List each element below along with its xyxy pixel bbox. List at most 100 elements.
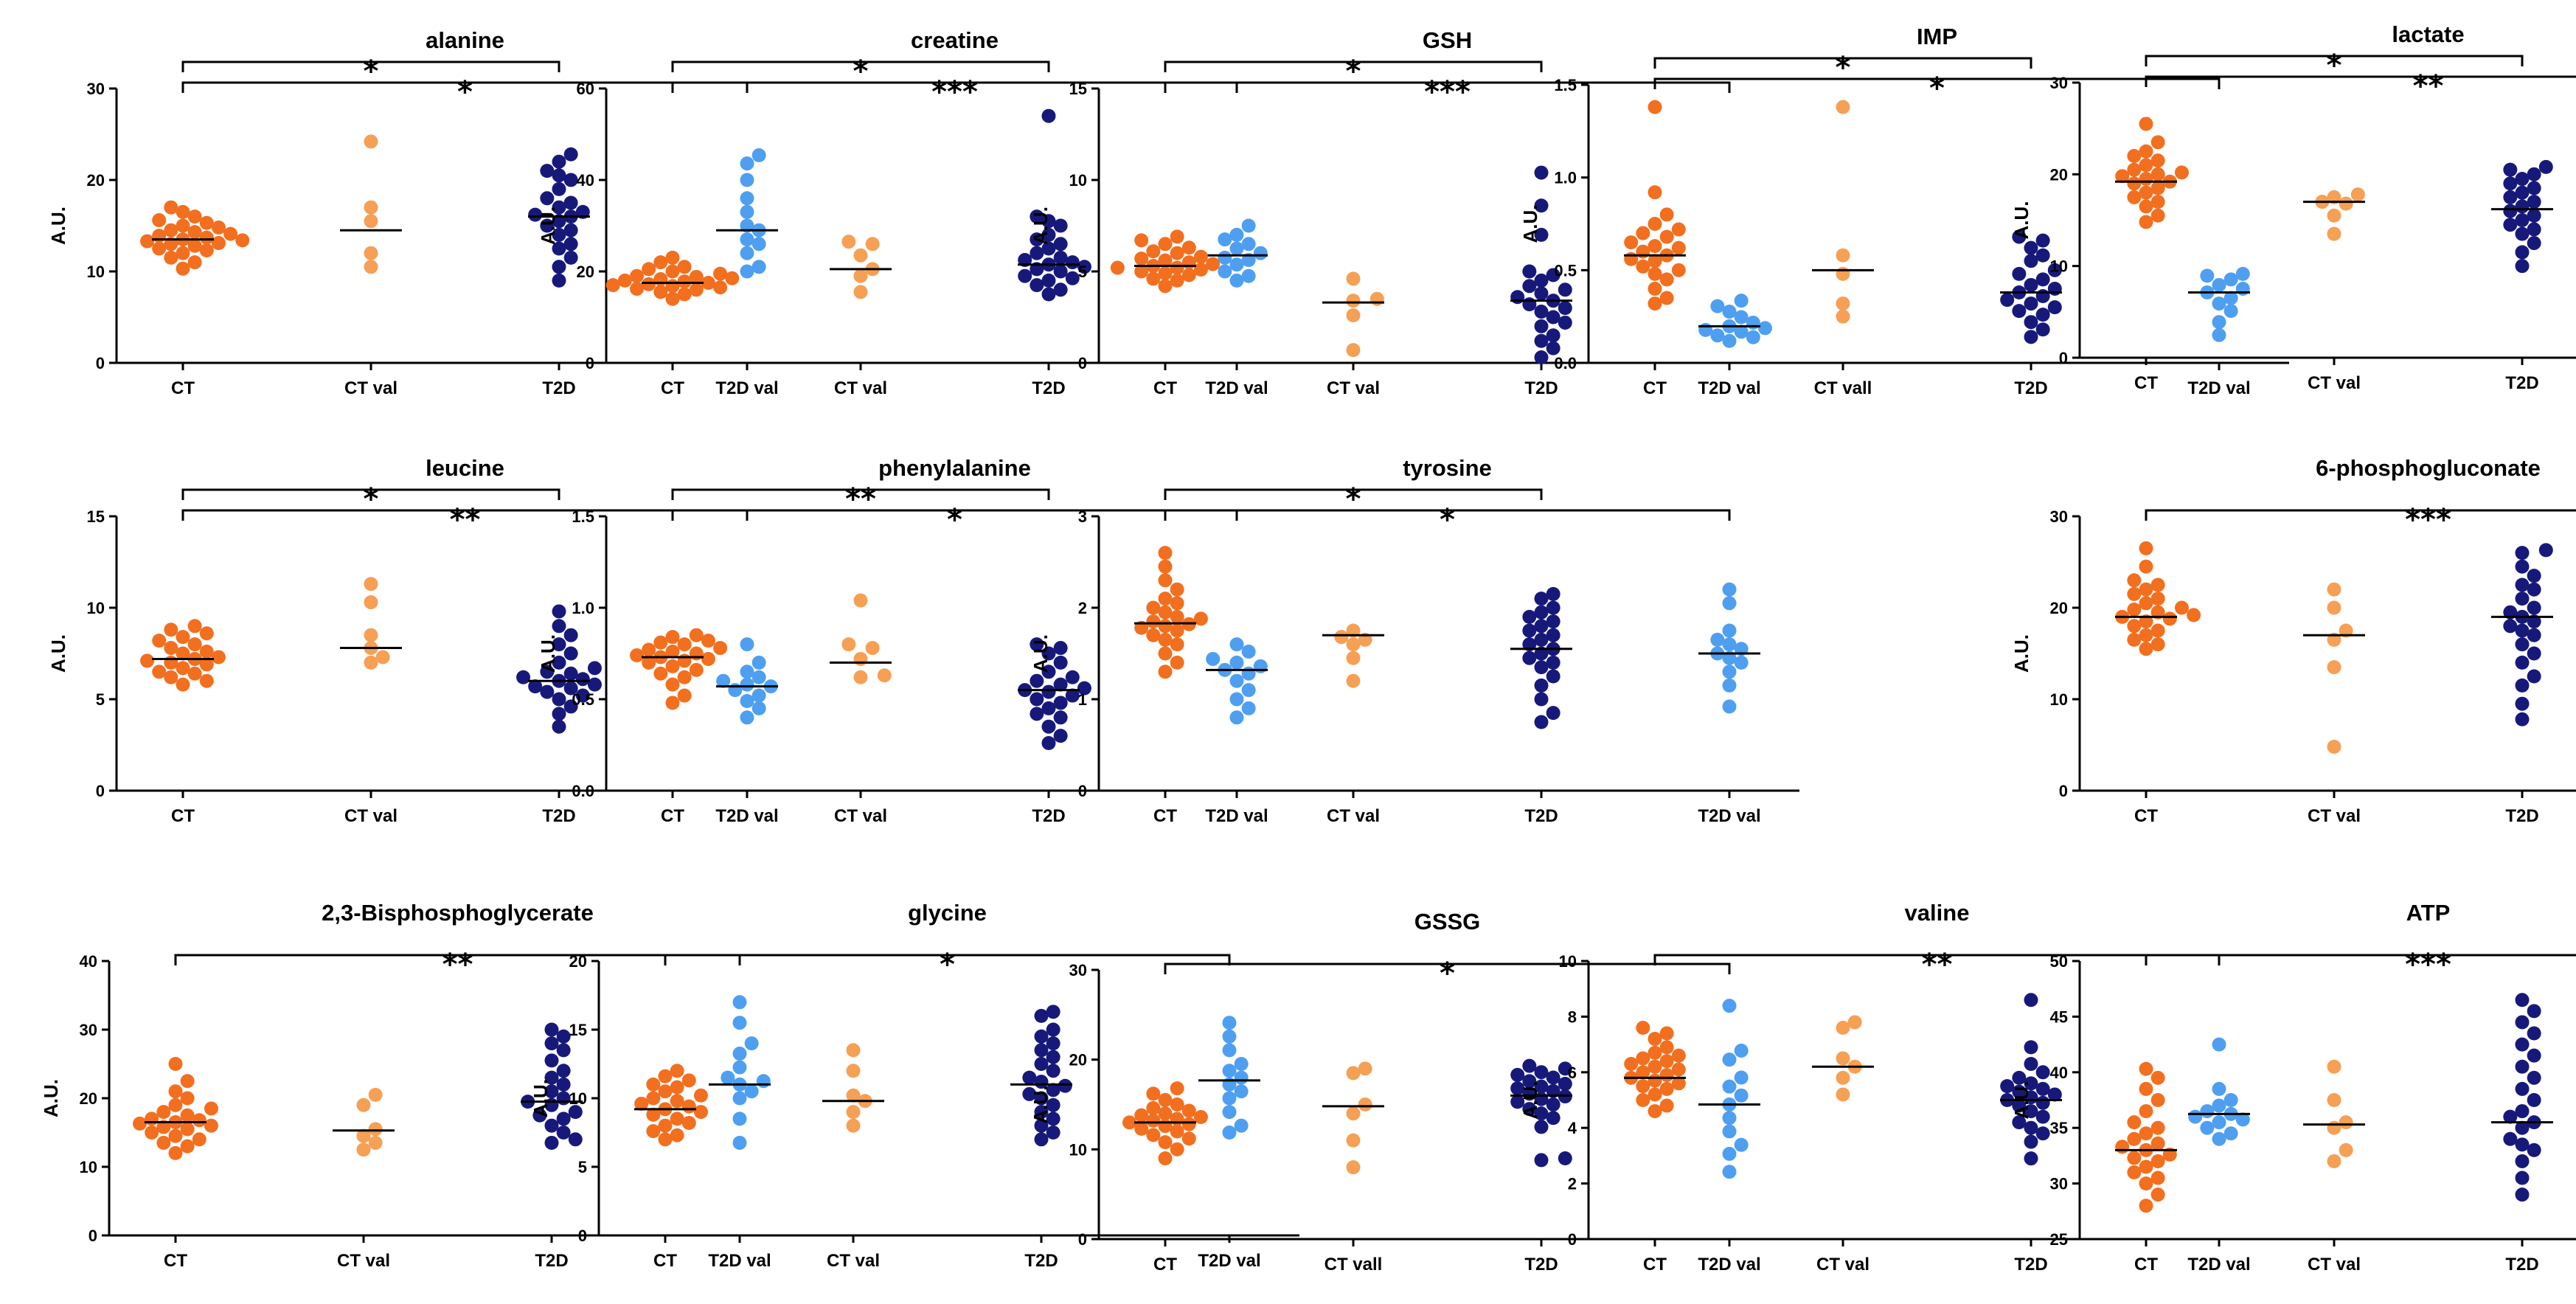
data-point-t2d-val [1722,699,1737,714]
data-point-ct [1158,266,1173,280]
data-point-t2d-val [2200,1120,2215,1135]
data-point-ct [1170,1111,1184,1126]
x-tick-label: T2D [2505,373,2538,393]
data-point-ct [1170,1142,1184,1156]
data-point-ct [1659,1081,1674,1096]
data-point-t2d [2527,222,2541,237]
data-point-t2d-val [740,246,754,260]
data-point-ct [2150,637,2165,652]
y-tick-label: 8 [1568,1008,1577,1026]
data-point-t2d-val [1722,1111,1737,1126]
significance-bracket [1653,57,2032,69]
data-point-t2d [2515,993,2530,1008]
y-tick-label: 0 [1078,782,1087,800]
x-tick-label: CT [164,1251,187,1271]
x-tick-label: CT [1643,1255,1667,1274]
data-point-t2d [1053,677,1068,692]
data-point-t2d [2515,1171,2530,1185]
y-tick-label: 0 [88,1227,97,1245]
data-point-t2d-val [1734,655,1749,670]
data-point-ct [653,272,668,287]
data-point-t2d [2515,546,2530,561]
data-point-t2d-val [2200,268,2215,283]
data-point-ct-val [853,285,868,299]
data-point-t2d [1546,669,1560,684]
data-point-t2d [1065,670,1080,684]
data-point-ct [1146,628,1161,642]
data-point-ct-val [846,1088,861,1103]
panel-6-phosphogluconate: 6-phosphogluconate A.U. 0 10 20 30 CT CT val T2D… [2010,455,2576,826]
data-point-t2d [1041,273,1056,288]
data-point-ct [670,1080,684,1095]
data-point-t2d [1558,315,1572,330]
data-point-t2d-val [740,693,754,708]
data-point-ct [617,273,632,288]
data-point-t2d [2024,254,2038,268]
data-point-t2d [2024,1104,2038,1119]
significance-bracket [1164,963,1731,974]
data-point-t2d [1034,1105,1049,1120]
data-point-ct [1181,1117,1196,1131]
data-point-t2d [587,661,602,676]
panel-title: 6-phosphogluconate [2316,455,2541,481]
data-point-ct [187,255,202,270]
data-point-t2d [1534,592,1549,606]
significance-label: ** [442,948,473,982]
panel-alanine: alanine A.U. 0 10 20 30 CT CT val T2D T2D val * * [47,27,817,398]
data-point-ct [2150,578,2165,592]
x-tick-label: CT val [2308,806,2361,826]
data-point-ct [1158,237,1173,252]
data-point-ct [1158,1119,1173,1134]
data-point-ct-val [2327,660,2341,675]
data-point-ct [2139,1061,2153,1076]
x-tick-label: T2D [1524,806,1558,826]
data-point-t2d [1041,701,1056,715]
data-point-t2d [552,637,566,652]
data-point-t2d-val [1241,683,1256,698]
data-point-ct [670,1094,684,1109]
y-tick-label: 2 [1078,599,1087,617]
data-point-ct [1624,252,1639,266]
data-point-ct-val [1346,294,1361,308]
panel-title: GSH [1423,27,1472,53]
data-point-t2d [1546,600,1560,615]
data-point-t2d-val [1722,582,1737,597]
data-point-t2d-val [1722,665,1737,679]
data-point-ct [713,280,728,295]
data-point-ct [2115,1140,2130,1154]
data-point-ct [665,279,680,294]
y-tick-label: 20 [577,263,594,281]
data-point-ct [2127,1165,2142,1180]
data-point-t2d [1558,1077,1572,1092]
data-point-ct [140,653,155,668]
data-point-t2d [1534,1079,1549,1094]
data-point-t2d [1030,209,1044,224]
significance-bracket [1164,488,1543,500]
data-point-t2d [2012,1084,2027,1099]
data-point-ct [658,1084,673,1099]
significance-bracket [671,509,1238,521]
data-point-t2d [1053,264,1068,279]
data-point-t2d-val [1734,1137,1749,1152]
data-point-ct [689,646,704,661]
y-tick-label: 30 [2050,1175,2068,1193]
significance-label: * [1440,957,1455,991]
data-point-t2d [1534,715,1549,729]
data-point-ct [1648,217,1662,231]
data-point-ct [1146,1128,1161,1142]
data-point-ct-val [853,651,868,666]
data-point-ct [701,276,715,290]
data-point-t2d [544,1118,559,1133]
x-tick-label: CT val [1816,1255,1869,1274]
y-axis-label: A.U. [2010,201,2032,240]
data-point-ct [1648,100,1662,114]
data-point-ct [1181,1131,1196,1146]
data-point-ct [2139,1159,2153,1174]
panel-title: creatine [911,27,999,53]
data-point-t2d-val [728,683,743,698]
significance-label: * [364,55,379,89]
data-point-ct [646,1124,661,1139]
data-point-t2d [1534,333,1549,348]
